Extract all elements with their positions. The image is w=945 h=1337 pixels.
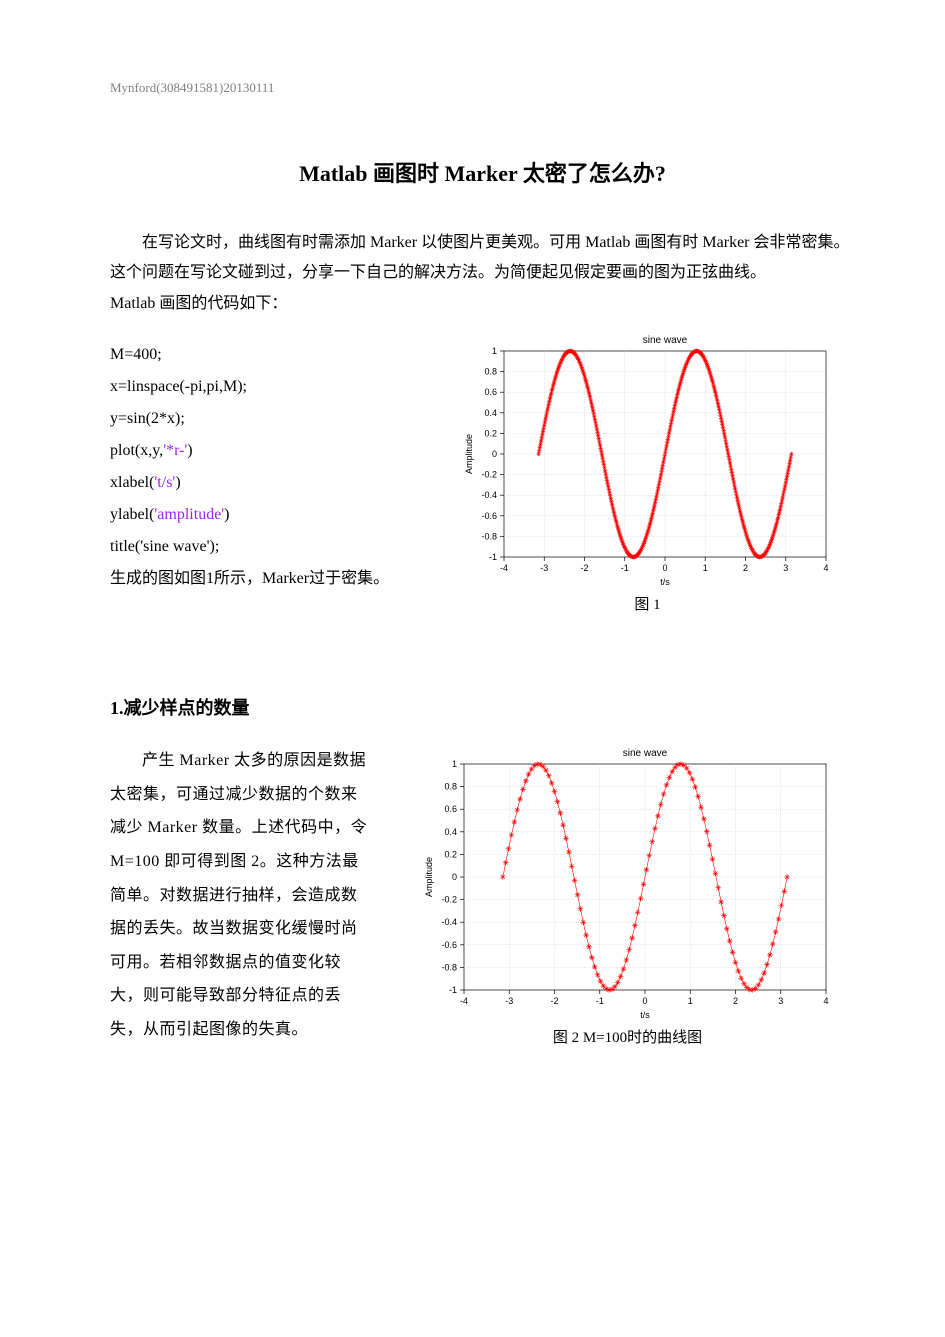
section1-paragraph: 产生 Marker 太多的原因是数据太密集，可通过减少数据的个数来减少 Mark… <box>110 744 370 1046</box>
document-title: Matlab 画图时 Marker 太密了怎么办? <box>110 156 855 188</box>
intro-trailing: Matlab 画图的代码如下： <box>110 289 855 319</box>
code-line: 生成的图如图1所示，Marker过于密集。 <box>110 563 410 595</box>
chart2-caption: 图 2 M=100时的曲线图 <box>553 1026 702 1047</box>
svg-text:0: 0 <box>662 563 667 573</box>
svg-text:3: 3 <box>783 563 788 573</box>
svg-text:sine wave: sine wave <box>642 335 687 346</box>
svg-text:0: 0 <box>451 872 456 882</box>
svg-text:-0.8: -0.8 <box>441 963 457 973</box>
svg-text:0: 0 <box>491 449 496 459</box>
section1-heading: 1.减少样点的数量 <box>110 694 855 720</box>
svg-text:0: 0 <box>642 996 647 1006</box>
svg-text:0.6: 0.6 <box>444 804 457 814</box>
svg-text:sine wave: sine wave <box>622 748 667 759</box>
code-string: '*r-' <box>163 442 187 459</box>
svg-text:-0.6: -0.6 <box>481 511 497 521</box>
svg-text:-2: -2 <box>580 563 588 573</box>
svg-text:1: 1 <box>687 996 692 1006</box>
code-line: y=sin(2*x); <box>110 403 410 435</box>
svg-text:-1: -1 <box>620 563 628 573</box>
svg-text:2: 2 <box>732 996 737 1006</box>
svg-text:0.6: 0.6 <box>484 387 497 397</box>
svg-text:-3: -3 <box>505 996 513 1006</box>
code-string: 'amplitude' <box>154 506 224 523</box>
svg-text:-0.6: -0.6 <box>441 940 457 950</box>
code-text: xlabel( <box>110 474 154 491</box>
svg-text:-0.8: -0.8 <box>481 532 497 542</box>
svg-text:0.2: 0.2 <box>484 429 497 439</box>
svg-text:-1: -1 <box>488 552 496 562</box>
svg-text:2: 2 <box>742 563 747 573</box>
svg-text:0.8: 0.8 <box>484 367 497 377</box>
svg-text:1: 1 <box>451 759 456 769</box>
svg-text:0.4: 0.4 <box>444 827 457 837</box>
document-header: Mynford(308491581)20130111 <box>110 80 855 96</box>
svg-text:4: 4 <box>823 563 828 573</box>
code-line: ylabel('amplitude') <box>110 499 410 531</box>
svg-text:-4: -4 <box>499 563 507 573</box>
chart1-caption: 图 1 <box>634 593 660 614</box>
chart1-column: -4 -3 -2 -1 0 1 2 3 4 -1 -0.8 -0.6 -0.4 -0.2 0 0.2 0.4 0.… <box>440 331 855 614</box>
code-text: ) <box>175 474 180 491</box>
code-line: M=400; <box>110 339 410 371</box>
code-string: 't/s' <box>154 474 175 491</box>
code-text: ) <box>187 442 192 459</box>
svg-text:Amplitude: Amplitude <box>464 434 474 474</box>
chart1: -4 -3 -2 -1 0 1 2 3 4 -1 -0.8 -0.6 -0.4 -0.2 0 0.2 0.4 0.… <box>458 331 838 591</box>
svg-text:t/s: t/s <box>640 1010 650 1020</box>
svg-text:t/s: t/s <box>660 577 670 587</box>
code-line: x=linspace(-pi,pi,M); <box>110 371 410 403</box>
svg-text:1: 1 <box>491 346 496 356</box>
svg-text:3: 3 <box>778 996 783 1006</box>
code-text: ) <box>224 506 229 523</box>
code-line: title('sine wave'); <box>110 531 410 563</box>
code-line: xlabel('t/s') <box>110 467 410 499</box>
intro-paragraph: 在写论文时，曲线图有时需添加 Marker 以使图片更美观。可用 Matlab … <box>110 228 855 289</box>
svg-text:0.4: 0.4 <box>484 408 497 418</box>
svg-text:-0.2: -0.2 <box>441 895 457 905</box>
svg-text:-1: -1 <box>595 996 603 1006</box>
section1-row: 产生 Marker 太多的原因是数据太密集，可通过减少数据的个数来减少 Mark… <box>110 744 855 1047</box>
svg-text:0.8: 0.8 <box>444 782 457 792</box>
svg-text:-0.4: -0.4 <box>441 917 457 927</box>
code-text: plot(x,y, <box>110 442 163 459</box>
code-text: ylabel( <box>110 506 154 523</box>
code-line: plot(x,y,'*r-') <box>110 435 410 467</box>
svg-text:Amplitude: Amplitude <box>424 857 434 897</box>
chart2: -4 -3 -2 -1 0 1 2 3 4 -1 -0.8 -0.6 -0.4 -0.2 0 0.2 0.4 0.… <box>418 744 838 1024</box>
svg-text:-3: -3 <box>540 563 548 573</box>
svg-text:-0.4: -0.4 <box>481 490 497 500</box>
section1-text-column: 产生 Marker 太多的原因是数据太密集，可通过减少数据的个数来减少 Mark… <box>110 744 370 1047</box>
svg-text:-2: -2 <box>550 996 558 1006</box>
code-and-chart-row: M=400; x=linspace(-pi,pi,M); y=sin(2*x);… <box>110 331 855 614</box>
svg-text:4: 4 <box>823 996 828 1006</box>
svg-text:-0.2: -0.2 <box>481 470 497 480</box>
svg-text:-1: -1 <box>448 985 456 995</box>
chart2-column: -4 -3 -2 -1 0 1 2 3 4 -1 -0.8 -0.6 -0.4 -0.2 0 0.2 0.4 0.… <box>400 744 855 1047</box>
svg-text:1: 1 <box>702 563 707 573</box>
code-block: M=400; x=linspace(-pi,pi,M); y=sin(2*x);… <box>110 331 410 614</box>
svg-text:-4: -4 <box>459 996 467 1006</box>
svg-text:0.2: 0.2 <box>444 850 457 860</box>
